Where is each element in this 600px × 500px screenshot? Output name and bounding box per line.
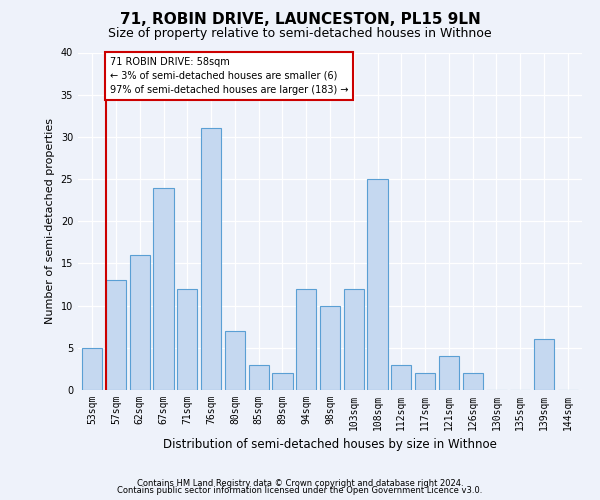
Bar <box>248 364 269 390</box>
Bar <box>391 364 412 390</box>
Bar <box>130 255 150 390</box>
Bar <box>439 356 459 390</box>
Text: Size of property relative to semi-detached houses in Withnoe: Size of property relative to semi-detach… <box>108 28 492 40</box>
X-axis label: Distribution of semi-detached houses by size in Withnoe: Distribution of semi-detached houses by … <box>163 438 497 452</box>
Bar <box>272 373 293 390</box>
Bar <box>367 179 388 390</box>
Bar <box>320 306 340 390</box>
Bar <box>177 289 197 390</box>
Text: 71 ROBIN DRIVE: 58sqm
← 3% of semi-detached houses are smaller (6)
97% of semi-d: 71 ROBIN DRIVE: 58sqm ← 3% of semi-detac… <box>110 56 348 94</box>
Bar <box>344 289 364 390</box>
Text: 71, ROBIN DRIVE, LAUNCESTON, PL15 9LN: 71, ROBIN DRIVE, LAUNCESTON, PL15 9LN <box>119 12 481 28</box>
Bar <box>225 331 245 390</box>
Bar <box>534 340 554 390</box>
Y-axis label: Number of semi-detached properties: Number of semi-detached properties <box>45 118 55 324</box>
Bar <box>82 348 103 390</box>
Bar <box>154 188 173 390</box>
Bar <box>463 373 483 390</box>
Bar <box>415 373 435 390</box>
Text: Contains public sector information licensed under the Open Government Licence v3: Contains public sector information licen… <box>118 486 482 495</box>
Bar <box>106 280 126 390</box>
Text: Contains HM Land Registry data © Crown copyright and database right 2024.: Contains HM Land Registry data © Crown c… <box>137 478 463 488</box>
Bar <box>296 289 316 390</box>
Bar <box>201 128 221 390</box>
